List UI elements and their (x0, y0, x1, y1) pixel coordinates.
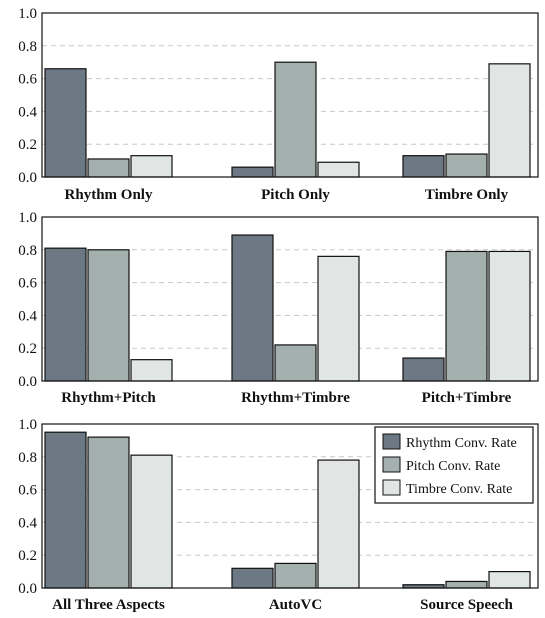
plot-frame (41, 216, 539, 382)
y-tick-label: 0.6 (18, 276, 37, 292)
bar-timbre (488, 250, 531, 382)
legend-swatch (382, 456, 401, 473)
bar-pitch (274, 344, 317, 382)
y-tick-label: 0.6 (18, 483, 37, 499)
bar-timbre (130, 454, 173, 589)
legend-swatch (382, 433, 401, 450)
y-tick-label: 0.8 (18, 243, 37, 259)
y-tick-label: 0.8 (18, 39, 37, 55)
bar-rhythm (231, 567, 274, 589)
legend-label: Pitch Conv. Rate (406, 459, 500, 474)
panel-1: 0.0 0.2 0.4 0.6 0.8 1.0 Rhythm Only Pitch Only T… (18, 6, 539, 203)
bar-timbre (130, 155, 173, 178)
category-label: Rhythm+Pitch (61, 390, 156, 406)
bar-timbre (130, 359, 173, 382)
y-tick-label: 0.6 (18, 72, 37, 88)
y-tick-label: 0.2 (18, 137, 37, 153)
bar-pitch (445, 250, 488, 382)
bar-rhythm (231, 234, 274, 382)
legend-label: Rhythm Conv. Rate (406, 436, 517, 451)
panel-3: 0.0 0.2 0.4 0.6 0.8 1.0 All Three Aspects AutoV… (18, 417, 539, 613)
y-tick-label: 0.2 (18, 341, 37, 357)
y-tick-label: 0.0 (18, 581, 37, 597)
bar-rhythm (231, 166, 274, 178)
bar-rhythm (402, 357, 445, 382)
y-tick-label: 1.0 (18, 210, 37, 226)
bar-rhythm (402, 155, 445, 178)
plot-frame (41, 12, 539, 178)
y-tick-label: 0.8 (18, 450, 37, 466)
y-tick-label: 0.0 (18, 170, 37, 186)
bar-pitch (87, 249, 130, 382)
bar-pitch (274, 562, 317, 589)
category-label: Rhythm Only (65, 187, 153, 203)
bar-rhythm (44, 431, 87, 589)
category-label: All Three Aspects (52, 597, 165, 613)
bar-timbre (317, 459, 360, 589)
legend: Rhythm Conv. Rate Pitch Conv. Rate Timbre … (374, 426, 534, 504)
bar-rhythm (44, 247, 87, 382)
category-label: Pitch Only (261, 187, 330, 203)
y-tick-label: 0.4 (18, 104, 37, 120)
bar-pitch (87, 158, 130, 178)
y-tick-label: 0.4 (18, 308, 37, 324)
bar-pitch (445, 580, 488, 589)
legend-label: Timbre Conv. Rate (406, 482, 512, 497)
bar-timbre (317, 161, 360, 178)
category-label: AutoVC (269, 597, 322, 613)
bar-rhythm (44, 68, 87, 178)
bar-pitch (87, 436, 130, 589)
legend-swatch (382, 479, 401, 496)
bar-timbre (488, 63, 531, 178)
bar-timbre (488, 570, 531, 589)
legend-box (374, 426, 534, 504)
y-tick-label: 1.0 (18, 6, 37, 22)
y-tick-label: 0.2 (18, 548, 37, 564)
bar-pitch (274, 61, 317, 178)
bar-pitch (445, 153, 488, 178)
plot-frame (41, 423, 539, 589)
y-tick-label: 1.0 (18, 417, 37, 433)
category-label: Timbre Only (425, 187, 509, 203)
category-label: Pitch+Timbre (422, 390, 512, 406)
category-label: Rhythm+Timbre (241, 390, 350, 406)
y-tick-label: 0.4 (18, 515, 37, 531)
category-label: Source Speech (420, 597, 513, 613)
panel-2: 0.0 0.2 0.4 0.6 0.8 1.0 Rhythm+Pitch Rhythm+Tim… (18, 210, 539, 406)
y-tick-label: 0.0 (18, 374, 37, 390)
bar-timbre (317, 255, 360, 382)
